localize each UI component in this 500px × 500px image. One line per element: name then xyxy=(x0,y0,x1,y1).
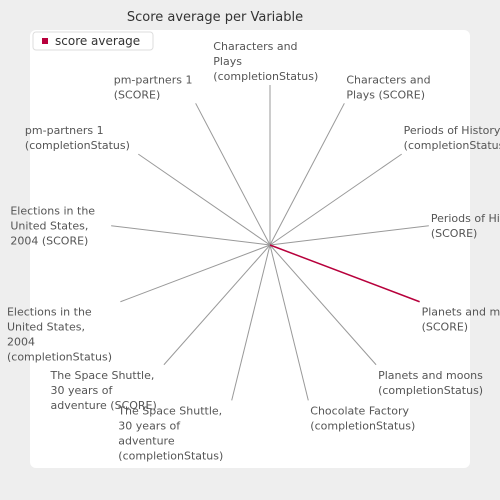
category-label: Periods of History(SCORE) xyxy=(431,212,500,240)
axis-spoke xyxy=(138,153,271,246)
category-label: Planets and moons(SCORE) xyxy=(422,306,500,334)
category-label: pm-partners 1 (completionStatus) xyxy=(25,124,130,152)
category-label: Characters and Plays (completionStatus) xyxy=(213,40,318,83)
category-label: Planets and moons (completionStatus) xyxy=(378,369,483,397)
plot-area xyxy=(30,30,470,468)
category-label: pm-partners 1 (SCORE) xyxy=(114,73,193,101)
axis-spoke xyxy=(269,244,309,401)
category-label: Elections in the United States, 2004 (SCOR… xyxy=(10,205,95,248)
legend xyxy=(32,31,154,51)
axis-spoke xyxy=(163,244,271,366)
axis-spoke xyxy=(269,103,345,246)
category-label: The Space Shuttle, 30 years of adventure (c… xyxy=(117,404,223,462)
axis-spoke xyxy=(231,244,271,401)
chart-title: Score average per Variable xyxy=(127,10,303,25)
category-label: Chocolate Factory (completionStatus) xyxy=(310,404,415,432)
axis-spoke xyxy=(111,225,271,246)
category-label: Elections in the United States, 2004 (compl… xyxy=(7,306,112,364)
category-label: Periods of History (completionStatus) xyxy=(404,124,500,152)
axis-spoke xyxy=(269,153,402,246)
axis-spoke xyxy=(195,103,271,246)
legend-label: score average xyxy=(55,34,140,48)
axis-spoke xyxy=(120,244,271,303)
axis-spoke xyxy=(269,244,377,366)
legend-swatch xyxy=(42,38,48,44)
category-label: Characters and Plays (SCORE) xyxy=(346,73,430,101)
category-label: The Space Shuttle, 30 years of adventure (… xyxy=(50,369,157,412)
axis-spoke xyxy=(269,225,429,246)
